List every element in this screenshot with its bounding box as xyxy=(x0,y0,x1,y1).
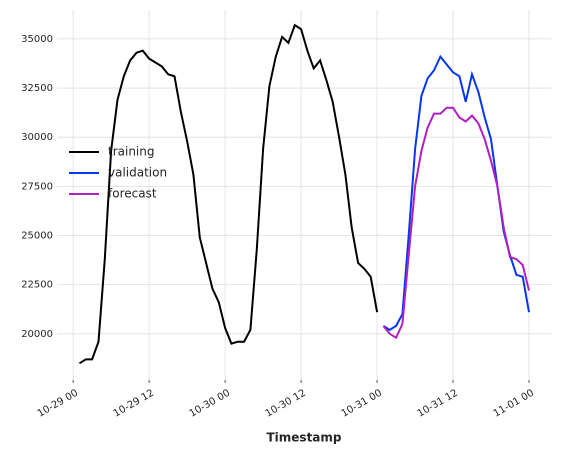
x-tick-label: 10-29 00 xyxy=(36,388,80,420)
x-axis-label: Timestamp xyxy=(266,431,341,445)
y-tick-label: 32500 xyxy=(21,83,53,94)
y-tick-label: 27500 xyxy=(21,181,53,192)
y-tick-label: 30000 xyxy=(21,132,53,143)
series-line xyxy=(78,23,379,365)
grid xyxy=(57,10,552,380)
y-tick-label: 35000 xyxy=(21,34,53,45)
legend-label: validation xyxy=(108,166,167,180)
series-line xyxy=(382,106,530,340)
x-tick-label: 10-31 00 xyxy=(340,388,384,420)
legend-label: forecast xyxy=(108,187,157,201)
y-tick-label: 20000 xyxy=(21,329,53,340)
legend: training validation forecast xyxy=(69,145,167,201)
x-tick-label: 10-30 00 xyxy=(188,388,232,420)
legend-label: training xyxy=(108,145,155,159)
x-tick-label: 10-29 12 xyxy=(112,388,156,420)
y-tick-label: 25000 xyxy=(21,230,53,241)
x-tick-label: 11-01 00 xyxy=(492,388,536,420)
x-tick-label: 10-30 12 xyxy=(264,388,308,420)
y-tick-label: 22500 xyxy=(21,280,53,291)
x-tick-label: 10-31 12 xyxy=(416,388,460,420)
